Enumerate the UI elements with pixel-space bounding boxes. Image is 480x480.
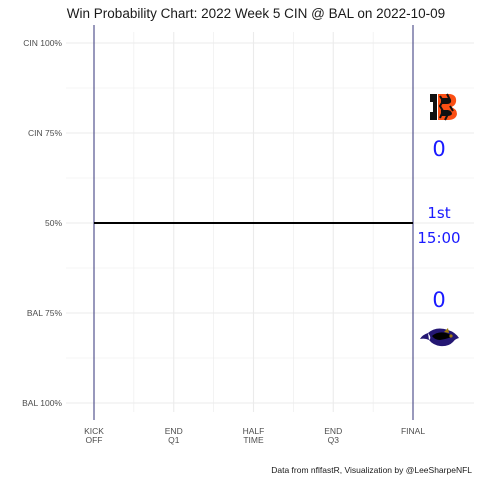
y-tick-label: 50% [45, 218, 62, 228]
ravens-logo [420, 328, 459, 347]
x-tick-label: Q1 [168, 435, 180, 445]
chart-title: Win Probability Chart: 2022 Week 5 CIN @… [67, 6, 445, 21]
game-clock: 15:00 [417, 229, 460, 247]
x-tick-label: TIME [243, 435, 264, 445]
chart-caption: Data from nflfastR, Visualization by @Le… [271, 465, 472, 475]
x-tick-label: HALF [243, 426, 265, 436]
bal-score: 0 [432, 288, 445, 312]
bengals-logo [430, 93, 457, 121]
y-tick-label: CIN 75% [28, 128, 62, 138]
y-tick-label: CIN 100% [23, 38, 62, 48]
x-tick-label: OFF [86, 435, 103, 445]
x-tick-label: FINAL [401, 426, 425, 436]
x-tick-label: END [324, 426, 342, 436]
y-axis-ticks: CIN 100% CIN 75% 50% BAL 75% BAL 100% [22, 38, 62, 408]
x-tick-label: KICK [84, 426, 104, 436]
y-tick-label: BAL 100% [22, 398, 62, 408]
y-tick-label: BAL 75% [27, 308, 63, 318]
cin-score: 0 [432, 137, 445, 161]
x-tick-label: END [165, 426, 183, 436]
x-tick-label: Q3 [328, 435, 340, 445]
game-quarter: 1st [427, 204, 450, 222]
